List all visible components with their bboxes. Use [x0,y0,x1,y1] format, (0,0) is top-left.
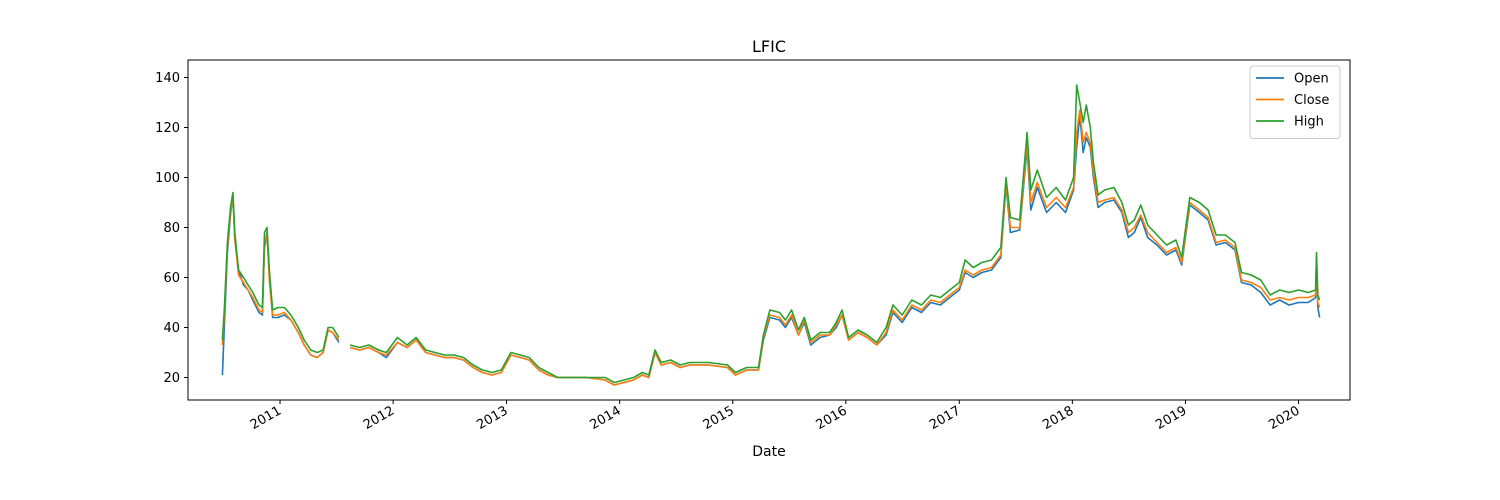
x-tick-label: 2015 [701,403,737,433]
x-axis-title: Date [752,444,785,460]
y-tick-label: 60 [163,271,180,286]
y-tick-label: 20 [163,371,180,386]
series-line-high [221,84,1321,384]
x-tick-label: 2011 [248,403,284,433]
x-axis: 2011 2012 2013 2014 2015 2016 2017 2018 2019 2020 [248,400,1303,433]
y-tick-label: 100 [155,171,180,186]
legend: Open Close High [1249,65,1341,139]
x-tick-label: 2013 [474,403,510,433]
x-tick-label: 2018 [1040,403,1076,433]
plot-frame [187,59,1351,401]
y-tick-label: 80 [163,221,180,236]
legend-label-open: Open [1294,72,1329,87]
y-tick-label: 120 [155,121,180,136]
chart-title: LFIC [752,37,786,56]
legend-label-high: High [1294,115,1324,130]
series-line-open [221,114,1321,386]
legend-label-close: Close [1294,93,1329,108]
y-tick-label: 40 [163,321,180,336]
y-tick-label: 140 [155,71,180,86]
x-tick-label: 2012 [361,403,397,433]
y-axis: 20 40 60 80 100 120 140 [155,71,188,386]
series-line-close [221,109,1321,386]
x-tick-label: 2017 [927,403,963,433]
x-tick-label: 2016 [814,403,850,433]
x-tick-label: 2014 [587,403,623,433]
series-layer [221,84,1321,386]
x-tick-label: 2020 [1266,403,1302,433]
x-tick-label: 2019 [1153,403,1189,433]
